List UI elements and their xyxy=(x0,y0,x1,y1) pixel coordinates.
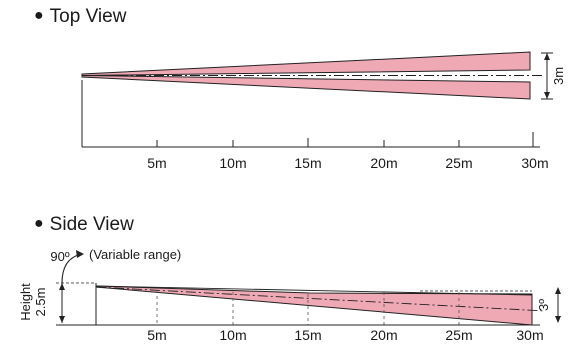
top-view-title-text: Top View xyxy=(49,6,127,27)
top-tick-labels: 5m 10m 15m 20m 25m 30m xyxy=(147,155,548,171)
side-tick-25m: 25m xyxy=(445,327,472,343)
arrow-up-icon xyxy=(544,53,550,60)
side-beam xyxy=(95,285,533,326)
side-tick-20m: 20m xyxy=(370,327,397,343)
arrow-down-icon xyxy=(59,316,65,323)
arrow-right-icon xyxy=(76,250,84,258)
side-view-title: ● Side View xyxy=(34,214,134,236)
top-tick-10m: 10m xyxy=(219,155,246,171)
side-tick-labels: 5m 10m 15m 20m 25m 30m xyxy=(147,327,543,343)
top-tick-20m: 20m xyxy=(370,155,397,171)
side-view: 90º (Variable range) Height 2.5m 3º xyxy=(18,247,561,343)
side-tick-10m: 10m xyxy=(219,327,246,343)
bullet-icon: ● xyxy=(34,215,44,232)
top-tick-5m: 5m xyxy=(147,155,166,171)
top-tick-15m: 15m xyxy=(294,155,321,171)
side-tick-15m: 15m xyxy=(294,327,321,343)
bullet-icon: ● xyxy=(34,7,44,24)
rotation-angle-label: 90º xyxy=(50,249,69,264)
top-width-label: 3m xyxy=(551,67,566,85)
arrow-up-icon xyxy=(555,287,561,294)
top-view: 3m 5m 10m 15m 20m 25m 30m xyxy=(81,51,566,171)
side-tick-30m: 30m xyxy=(516,327,543,343)
side-view-title-text: Side View xyxy=(49,214,134,235)
arrow-down-icon xyxy=(555,316,561,323)
variable-range-label: (Variable range) xyxy=(89,247,181,262)
side-distance-guides xyxy=(156,290,460,325)
arrow-down-icon xyxy=(544,92,550,99)
tilt-angle-label: 3º xyxy=(536,299,551,311)
top-tick-marks xyxy=(156,132,534,147)
top-beam-upper xyxy=(81,51,531,77)
top-tick-30m: 30m xyxy=(521,155,548,171)
side-center-axis xyxy=(95,286,546,312)
height-label-word: Height xyxy=(18,283,33,321)
top-beam-lower xyxy=(81,74,531,100)
top-tick-25m: 25m xyxy=(445,155,472,171)
height-label-value: 2.5m xyxy=(33,288,48,317)
side-tick-5m: 5m xyxy=(147,327,166,343)
arrow-up-icon xyxy=(59,283,65,290)
top-view-title: ● Top View xyxy=(34,6,126,28)
